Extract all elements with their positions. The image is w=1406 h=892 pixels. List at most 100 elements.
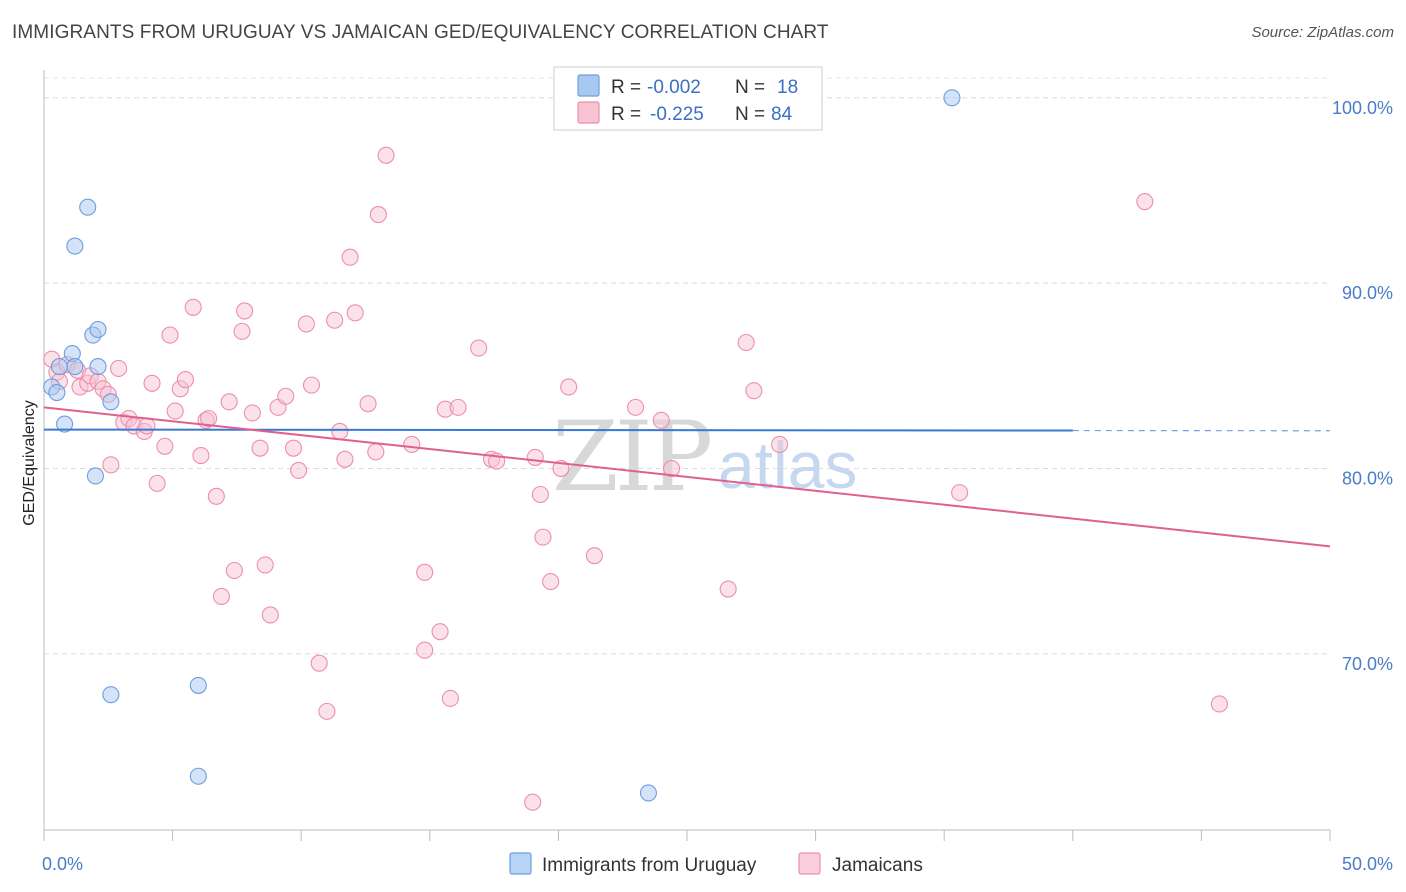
point-jamaicans-31	[220, 393, 238, 411]
point-jamaicans-73	[585, 547, 603, 565]
watermark: ZIP atlas	[552, 401, 857, 513]
point-jamaicans-54	[369, 206, 387, 224]
point-uruguay-10	[89, 320, 107, 339]
point-uruguay-2	[56, 415, 74, 433]
point-jamaicans-74	[627, 398, 645, 416]
legend-r-label-1: R =	[611, 77, 641, 98]
point-jamaicans-49	[336, 450, 354, 468]
point-jamaicans-29	[207, 487, 225, 505]
y-axis-label: GED/Equivalency	[21, 400, 38, 525]
point-jamaicans-28	[200, 409, 218, 428]
point-uruguay-12	[102, 686, 120, 704]
point-jamaicans-33	[233, 322, 251, 340]
watermark-zip: ZIP	[552, 401, 711, 513]
point-jamaicans-18	[143, 374, 161, 392]
watermark-atlas: atlas	[718, 428, 857, 502]
point-jamaicans-82	[1136, 193, 1154, 211]
point-jamaicans-81	[951, 484, 969, 502]
point-uruguay-5	[66, 237, 84, 255]
legend-swatch-jamaicans	[577, 101, 600, 124]
trend-lines	[43, 406, 1331, 548]
point-jamaicans-77	[719, 580, 737, 598]
point-uruguay-15	[943, 89, 961, 107]
point-jamaicans-75	[652, 411, 670, 429]
y-tick-label-2: 80.0%	[1342, 469, 1393, 489]
y-tick-label-1: 90.0%	[1342, 283, 1393, 303]
point-jamaicans-55	[377, 146, 395, 164]
point-jamaicans-52	[359, 395, 377, 413]
legend-r-label-2: R =	[611, 104, 641, 125]
point-jamaicans-40	[277, 387, 295, 405]
point-uruguay-16	[639, 784, 657, 802]
series-uruguay	[43, 89, 961, 802]
point-jamaicans-41	[284, 439, 303, 457]
x-tick-label-0: 0.0%	[42, 854, 83, 874]
point-jamaicans-17	[138, 417, 156, 435]
point-jamaicans-42	[290, 461, 308, 479]
bottom-legend-swatch-uruguay	[509, 852, 532, 875]
legend-n-value-2: 84	[771, 104, 793, 125]
point-uruguay-9	[86, 467, 104, 485]
point-jamaicans-44	[302, 376, 321, 394]
legend-n-label-1: N =	[735, 77, 765, 98]
point-jamaicans-46	[318, 702, 336, 720]
chart-title: IMMIGRANTS FROM URUGUAY VS JAMAICAN GED/…	[12, 22, 829, 43]
y-tick-label-3: 70.0%	[1342, 654, 1393, 674]
point-jamaicans-53	[367, 443, 385, 461]
point-uruguay-14	[189, 767, 207, 785]
point-jamaicans-70	[524, 793, 542, 811]
point-jamaicans-30	[212, 587, 231, 605]
legend-r-value-1: -0.002	[647, 77, 701, 98]
point-uruguay-8	[89, 358, 107, 376]
point-jamaicans-69	[542, 573, 560, 591]
point-uruguay-13	[189, 676, 207, 694]
point-jamaicans-37	[256, 556, 274, 574]
series-legend: Immigrants from Uruguay Jamaicans	[509, 852, 923, 876]
point-jamaicans-45	[310, 654, 328, 672]
trend-line-jamaicans	[43, 406, 1331, 548]
x-tick-label-1: 50.0%	[1342, 854, 1393, 874]
y-tick-label-0: 100.0%	[1332, 98, 1393, 118]
point-jamaicans-66	[526, 448, 544, 466]
legend-n-value-1: 18	[777, 77, 798, 98]
point-jamaicans-67	[531, 485, 549, 504]
point-jamaicans-20	[156, 437, 174, 455]
point-jamaicans-68	[534, 528, 552, 546]
point-jamaicans-22	[166, 402, 184, 420]
point-jamaicans-61	[441, 689, 459, 707]
point-jamaicans-36	[251, 439, 269, 457]
point-jamaicans-35	[243, 404, 261, 422]
point-jamaicans-78	[737, 333, 755, 352]
correlation-legend: R = -0.002 N = 18 R = -0.225 N = 84	[553, 66, 823, 131]
legend-n-label-2: N =	[735, 104, 765, 125]
point-jamaicans-34	[236, 302, 254, 320]
point-uruguay-1	[48, 383, 66, 402]
point-jamaicans-72	[560, 378, 578, 396]
point-jamaicans-50	[341, 248, 359, 266]
chart-source: Source: ZipAtlas.com	[1251, 24, 1394, 41]
point-jamaicans-58	[416, 641, 434, 659]
bottom-legend-label-uruguay: Immigrants from Uruguay	[542, 855, 757, 876]
axes	[43, 70, 1331, 841]
point-jamaicans-43	[297, 315, 315, 333]
point-jamaicans-48	[331, 422, 349, 441]
trend-line-uruguay	[43, 428, 1073, 432]
point-uruguay-17	[50, 358, 68, 376]
legend-swatch-uruguay	[577, 74, 600, 97]
point-jamaicans-25	[184, 298, 202, 316]
point-jamaicans-62	[449, 398, 467, 416]
point-jamaicans-26	[192, 447, 210, 465]
legend-r-value-2: -0.225	[650, 104, 704, 125]
point-jamaicans-11	[102, 456, 120, 474]
y-tick-labels: 100.0% 90.0% 80.0% 70.0%	[1332, 98, 1393, 674]
point-jamaicans-63	[470, 339, 488, 357]
point-jamaicans-12	[110, 359, 128, 377]
point-jamaicans-57	[416, 563, 434, 581]
point-uruguay-11	[102, 393, 120, 411]
point-jamaicans-47	[326, 311, 344, 329]
point-jamaicans-38	[261, 606, 279, 624]
point-jamaicans-21	[161, 326, 179, 344]
point-jamaicans-83	[1210, 695, 1228, 713]
point-uruguay-4	[66, 358, 84, 376]
